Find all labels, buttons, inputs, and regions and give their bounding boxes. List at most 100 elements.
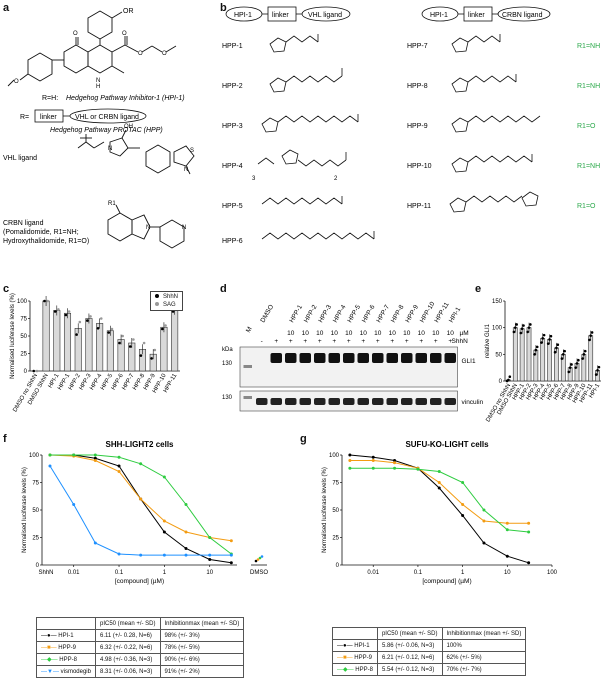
gli1-band — [328, 353, 340, 363]
data-point — [437, 486, 441, 490]
data-point — [32, 369, 36, 373]
data-point — [482, 508, 486, 512]
y-axis-label: Normalised luciferase levels (%) — [22, 467, 28, 553]
data-point — [529, 323, 532, 326]
data-point — [72, 453, 76, 457]
data-point — [527, 530, 531, 534]
svg-text:VHL ligand: VHL ligand — [3, 155, 37, 162]
svg-text:O: O — [122, 31, 127, 37]
data-point — [581, 357, 584, 360]
y-tick-label: 50 — [495, 352, 502, 358]
data-point — [522, 324, 525, 327]
vinculin-label: vinculin — [462, 399, 484, 406]
lane-label: HPI-1 — [448, 306, 463, 324]
y-tick-label: 50 — [20, 334, 27, 340]
x-tick-label: 0.01 — [68, 570, 80, 576]
svg-text:N: N — [96, 78, 100, 84]
data-point — [229, 539, 233, 543]
table-f-header: pIC50 (mean +/- SD) Inhibitionmax (mean … — [36, 617, 245, 630]
panel-letter-b: b — [220, 2, 227, 14]
data-point — [513, 326, 517, 329]
bar — [547, 339, 552, 382]
chart-title: SUFU-KO-LIGHT cells — [405, 440, 489, 449]
data-point — [505, 528, 509, 532]
data-point — [139, 497, 143, 501]
bar — [540, 338, 546, 382]
data-point — [208, 536, 212, 539]
data-point — [348, 453, 352, 457]
svg-text:N: N — [184, 167, 188, 173]
gli1-band — [285, 353, 297, 363]
svg-text:OR: OR — [123, 8, 134, 15]
vinculin-band — [357, 398, 369, 405]
data-point — [184, 553, 188, 557]
y-tick-label: 50 — [332, 508, 339, 514]
panel-f-dose-response: SHH-LIGHT2 cells 0 25 50 75 100 0.01 0.1 1 10 [com… — [22, 440, 268, 585]
data-point — [560, 357, 564, 360]
gli1-band — [372, 353, 384, 363]
y-tick-label: 0 — [336, 563, 340, 569]
data-point — [162, 519, 166, 523]
gli1-band — [430, 353, 442, 363]
lane-label: M — [245, 326, 254, 334]
lane-label: DMSO — [259, 304, 275, 324]
data-point — [64, 313, 68, 317]
vinculin-band — [401, 398, 413, 405]
hpp-6-label: HPP-6 — [222, 238, 243, 245]
svg-text:Hydroxythalidomide, R1=O): Hydroxythalidomide, R1=O) — [3, 238, 89, 245]
y-tick-label: 25 — [20, 352, 27, 358]
table-g-header: pIC50 (mean +/- SD) Inhibitionmax (mean … — [332, 627, 527, 640]
data-point — [508, 375, 512, 379]
data-point — [53, 310, 57, 313]
svg-text:R=: R= — [20, 114, 29, 121]
svg-text:linker: linker — [40, 114, 57, 121]
shhn-mark: + — [419, 338, 423, 345]
data-point — [72, 503, 76, 506]
gli1-label: GLI1 — [462, 358, 476, 365]
bar — [85, 318, 93, 372]
svg-text:VHL ligand: VHL ligand — [308, 12, 342, 19]
svg-text:linker: linker — [468, 12, 485, 19]
data-point — [48, 464, 52, 468]
bar — [526, 327, 532, 382]
bar — [42, 300, 50, 372]
data-point — [150, 357, 153, 360]
data-point — [229, 553, 233, 557]
table-row: —●— HPI-1 6.11 (+/- 0.28, N=6) 98% (+/- 3%… — [36, 629, 245, 642]
x-tick-label: 10 — [504, 570, 511, 576]
shhn-mark: + — [448, 338, 452, 345]
y-axis-label: relative GLI1 — [485, 323, 491, 358]
table-row: —■— HPP-9 6.32 (+/- 0.22, N=6) 78% (+/- 5%… — [36, 641, 245, 654]
data-point — [348, 466, 352, 470]
shhn-mark: + — [361, 338, 365, 345]
svg-text:CRBN ligand: CRBN ligand — [502, 12, 543, 19]
gli1-band — [299, 353, 311, 363]
data-point — [110, 327, 114, 331]
data-point — [540, 341, 543, 344]
bar — [519, 328, 525, 382]
svg-text:R=H:: R=H: — [42, 95, 58, 102]
svg-text:O: O — [162, 51, 167, 57]
y-tick-label: 100 — [17, 299, 28, 305]
data-point — [371, 466, 375, 470]
data-point — [574, 366, 577, 369]
data-point — [93, 459, 97, 462]
data-point — [393, 459, 397, 462]
shhn-mark: + — [434, 338, 438, 345]
data-point — [139, 462, 143, 466]
data-point — [594, 373, 598, 376]
gli1-band — [444, 353, 456, 363]
y-tick-label: 25 — [332, 536, 339, 542]
conc-label: 10 — [447, 330, 455, 337]
data-point — [78, 320, 82, 324]
data-point — [117, 455, 121, 459]
svg-text:Hedgehog Pathway Inhibitor-1 (: Hedgehog Pathway Inhibitor-1 (HPI-1) — [66, 95, 185, 102]
data-point — [43, 299, 46, 303]
chart-title: SHH-LIGHT2 cells — [105, 440, 174, 449]
shhn-mark: + — [390, 338, 394, 345]
panel-b-linkers: HPI-1 linker VHL ligand HPI-1 linker CRB… — [222, 6, 600, 245]
conc-label: 10 — [389, 330, 397, 337]
data-point — [520, 327, 524, 331]
vinculin-band — [372, 398, 384, 405]
